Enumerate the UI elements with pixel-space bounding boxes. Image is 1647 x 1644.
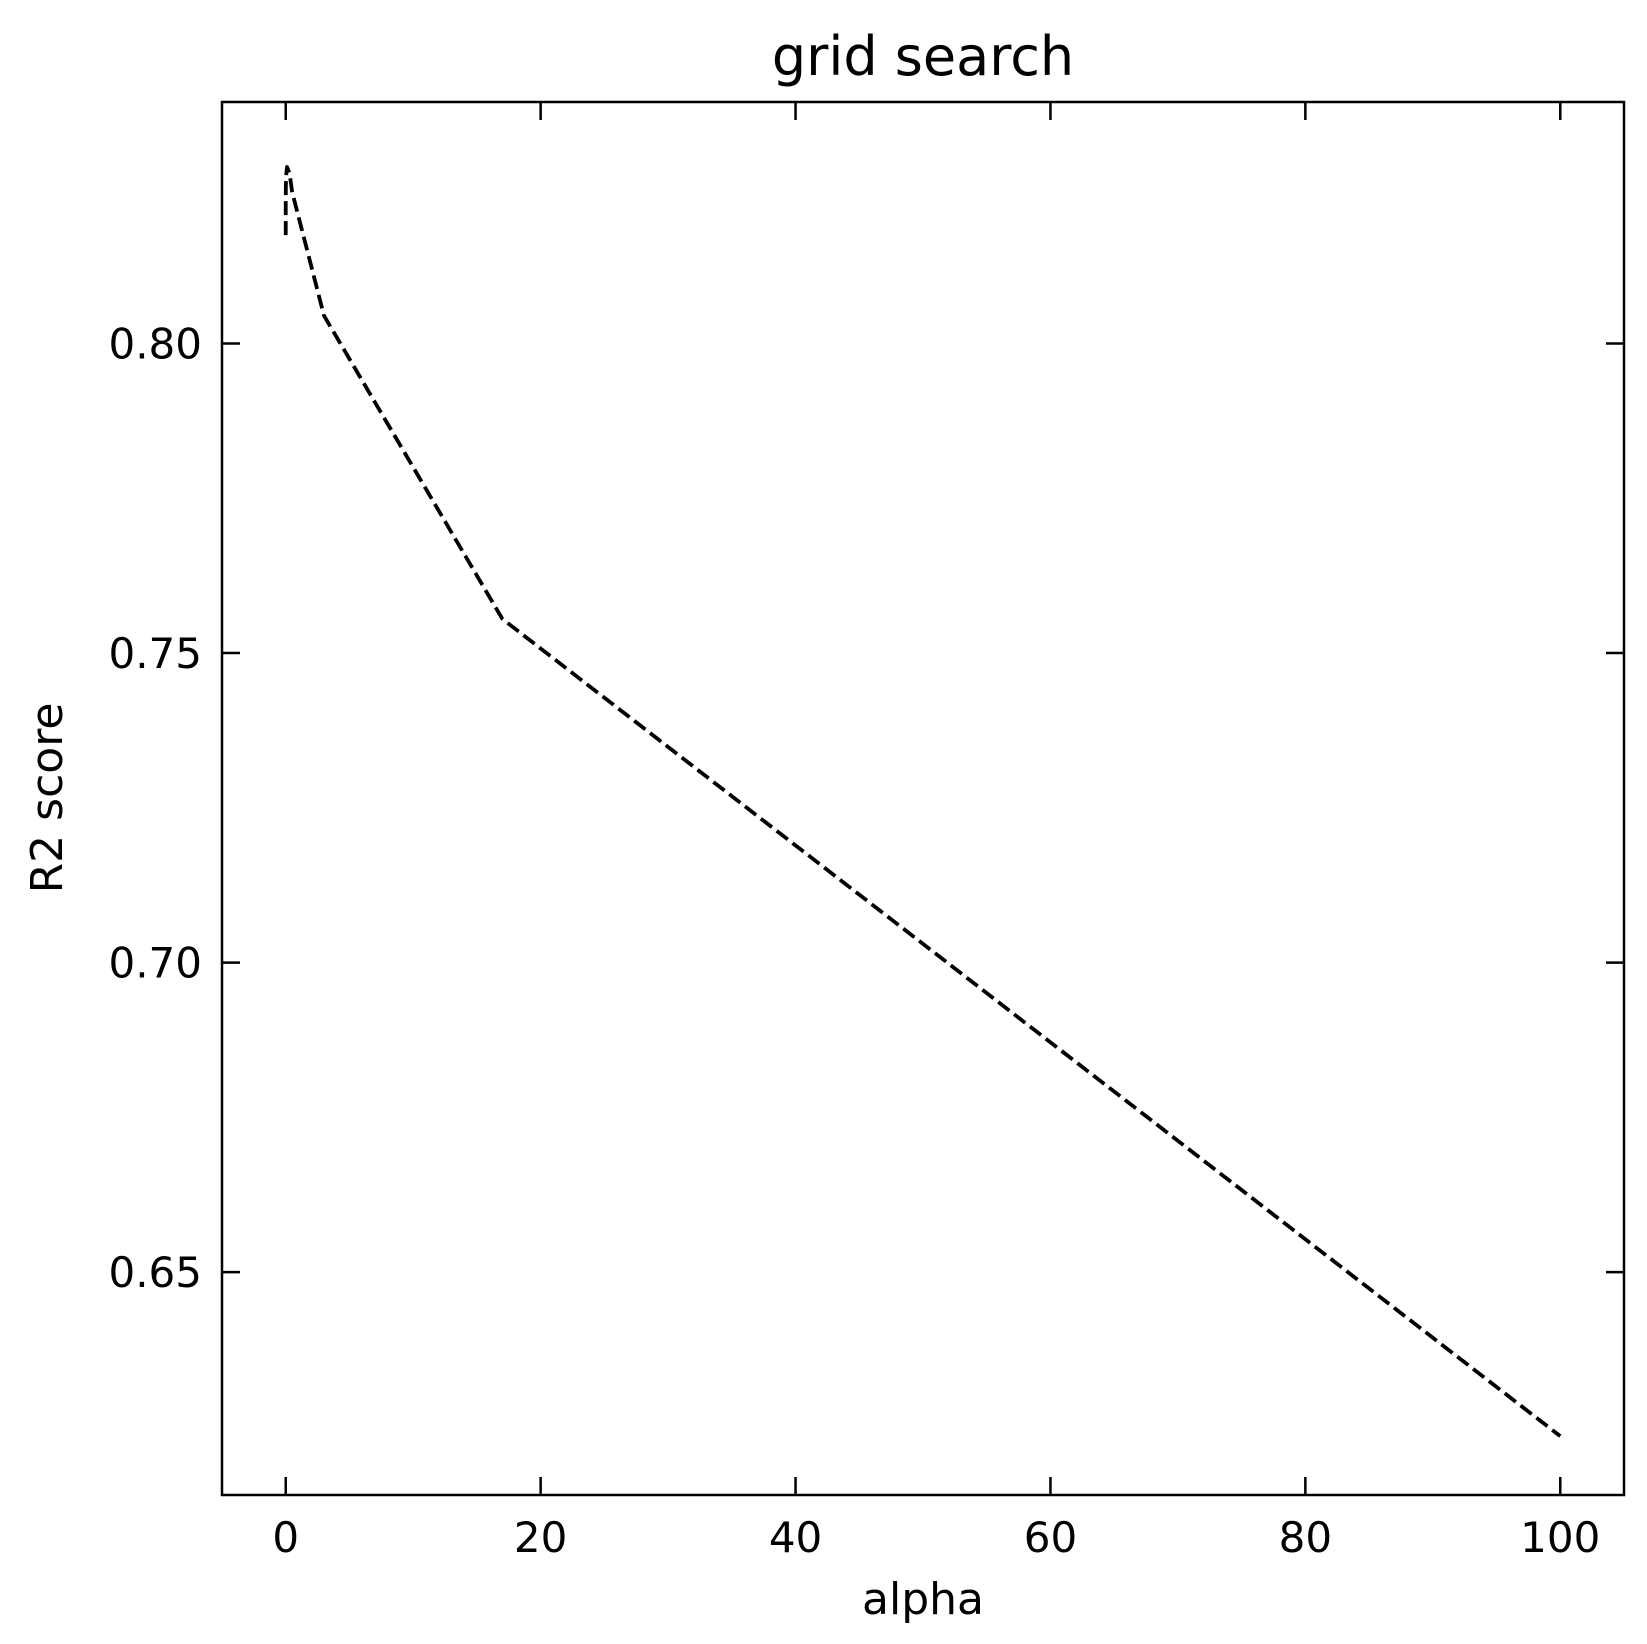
data-point: [323, 315, 324, 316]
data-point: [1560, 1436, 1561, 1437]
x-tick-label: 100: [1520, 1513, 1600, 1562]
y-tick-label: 0.70: [108, 939, 202, 988]
y-tick-label: 0.75: [108, 629, 202, 678]
x-tick-label: 80: [1279, 1513, 1332, 1562]
data-point: [285, 235, 286, 236]
plot-frame: [220, 100, 1626, 1497]
chart-title: grid search: [772, 25, 1074, 88]
x-tick-label: 0: [272, 1513, 299, 1562]
data-point: [292, 191, 293, 192]
y-tick-label: 0.80: [108, 319, 202, 368]
plot-area: 0 20 40 60 80 100 0.65 0.70 0.75 0.80: [108, 100, 1626, 1562]
y-axis-label: R2 score: [22, 703, 73, 894]
series-layer: [283, 165, 1562, 1438]
tick-layer: 0 20 40 60 80 100 0.65 0.70 0.75 0.80: [108, 102, 1624, 1562]
data-point: [502, 618, 503, 619]
data-point: [285, 204, 286, 205]
x-tick-label: 40: [769, 1513, 822, 1562]
data-point: [289, 173, 290, 174]
x-axis-label: alpha: [862, 1574, 984, 1625]
data-point: [286, 166, 287, 167]
data-point: [285, 185, 286, 186]
data-point: [286, 173, 287, 174]
y-tick-label: 0.65: [108, 1248, 202, 1297]
x-tick-label: 60: [1024, 1513, 1077, 1562]
x-tick-label: 20: [514, 1513, 567, 1562]
series-line: [283, 165, 1562, 1438]
